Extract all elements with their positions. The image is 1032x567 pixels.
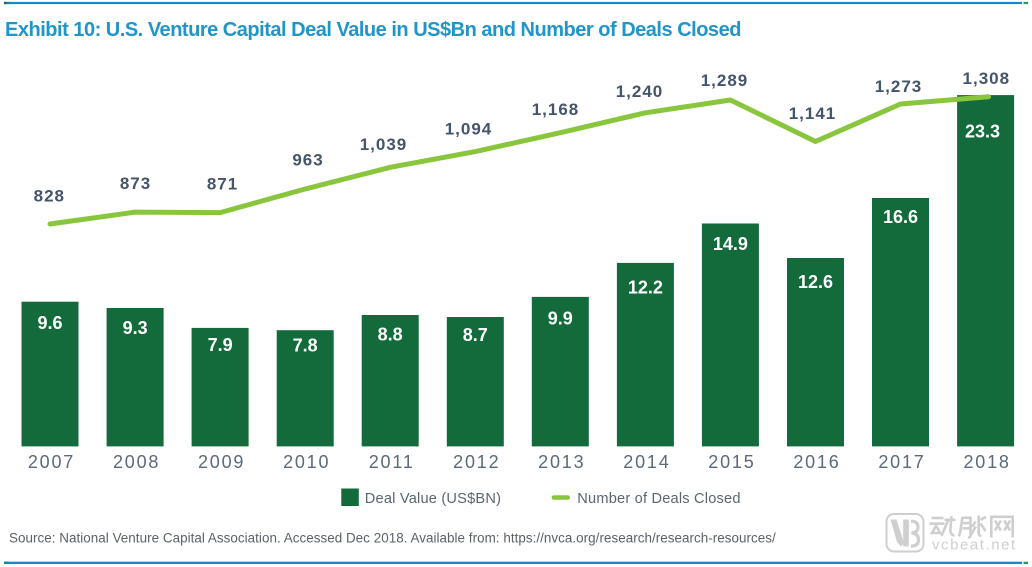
svg-text:vcbeat.net: vcbeat.net bbox=[932, 537, 1017, 554]
svg-text:1,240: 1,240 bbox=[616, 82, 664, 101]
svg-text:2012: 2012 bbox=[453, 452, 500, 472]
svg-text:2011: 2011 bbox=[369, 452, 415, 472]
svg-text:2017: 2017 bbox=[878, 452, 925, 472]
svg-text:7.8: 7.8 bbox=[293, 336, 318, 356]
svg-text:2007: 2007 bbox=[28, 452, 75, 472]
svg-text:963: 963 bbox=[292, 151, 323, 170]
svg-text:1,273: 1,273 bbox=[875, 77, 923, 96]
svg-text:1,168: 1,168 bbox=[532, 100, 580, 119]
svg-text:1,094: 1,094 bbox=[445, 119, 493, 138]
svg-text:2016: 2016 bbox=[793, 452, 840, 472]
svg-text:14.9: 14.9 bbox=[713, 234, 748, 254]
svg-text:2010: 2010 bbox=[283, 452, 330, 472]
svg-text:1,141: 1,141 bbox=[789, 104, 837, 123]
svg-text:Exhibit 10: U.S. Venture Capit: Exhibit 10: U.S. Venture Capital Deal Va… bbox=[5, 19, 741, 41]
svg-text:9.6: 9.6 bbox=[37, 313, 62, 333]
svg-text:7.9: 7.9 bbox=[208, 335, 233, 355]
svg-text:Source: National Venture Capit: Source: National Venture Capital Associa… bbox=[9, 531, 776, 546]
svg-text:8.8: 8.8 bbox=[378, 324, 403, 344]
svg-text:871: 871 bbox=[207, 175, 238, 194]
svg-text:Number of Deals Closed: Number of Deals Closed bbox=[577, 491, 740, 507]
svg-text:2008: 2008 bbox=[113, 452, 160, 472]
svg-text:12.6: 12.6 bbox=[798, 272, 833, 292]
svg-text:873: 873 bbox=[120, 174, 151, 193]
svg-text:12.2: 12.2 bbox=[628, 278, 663, 298]
svg-text:9.3: 9.3 bbox=[123, 318, 148, 338]
svg-text:8.7: 8.7 bbox=[463, 325, 488, 345]
svg-text:1,039: 1,039 bbox=[360, 135, 408, 154]
svg-text:2013: 2013 bbox=[538, 452, 585, 472]
svg-text:1,308: 1,308 bbox=[963, 69, 1011, 88]
svg-text:1,289: 1,289 bbox=[701, 71, 749, 90]
svg-text:Deal Value (US$BN): Deal Value (US$BN) bbox=[365, 491, 501, 507]
svg-text:2009: 2009 bbox=[198, 452, 245, 472]
svg-text:16.6: 16.6 bbox=[883, 207, 918, 227]
svg-text:2018: 2018 bbox=[963, 452, 1010, 472]
svg-text:23.3: 23.3 bbox=[965, 122, 1000, 142]
svg-text:828: 828 bbox=[34, 186, 65, 205]
svg-text:2014: 2014 bbox=[623, 452, 670, 472]
svg-text:2015: 2015 bbox=[708, 452, 755, 472]
svg-text:9.9: 9.9 bbox=[548, 309, 573, 329]
